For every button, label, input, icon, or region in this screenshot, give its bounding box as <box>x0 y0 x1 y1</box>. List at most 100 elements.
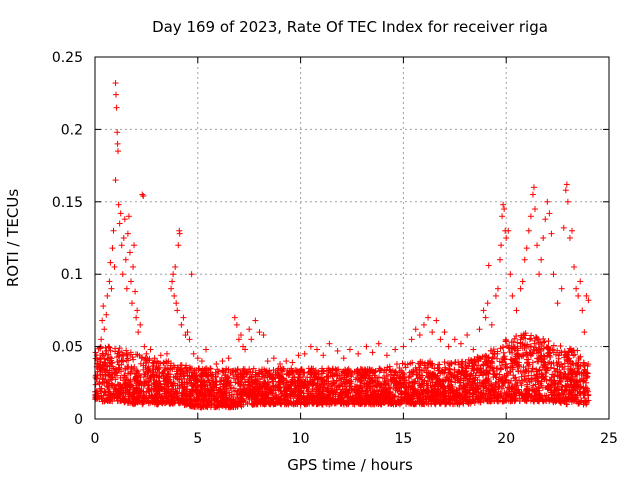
data-point <box>105 371 112 378</box>
data-point <box>114 370 121 377</box>
data-point <box>314 346 321 353</box>
data-point <box>558 285 565 292</box>
data-point <box>420 321 427 328</box>
data-point <box>369 349 376 356</box>
data-point <box>573 285 580 292</box>
data-point <box>119 271 126 278</box>
data-point <box>470 346 477 353</box>
grid <box>95 57 609 419</box>
data-point <box>104 363 111 370</box>
data-point <box>125 213 132 220</box>
data-point <box>264 358 271 365</box>
data-point <box>492 292 499 299</box>
data-point <box>120 352 127 359</box>
data-point <box>92 372 99 379</box>
data-point <box>107 391 114 398</box>
data-point <box>488 321 495 328</box>
data-point <box>447 366 454 373</box>
data-point <box>579 307 586 314</box>
data-point <box>521 256 528 263</box>
data-point <box>497 366 504 373</box>
data-point <box>527 213 534 220</box>
data-point <box>137 321 144 328</box>
data-point <box>564 198 571 205</box>
data-point <box>124 230 131 237</box>
data-point <box>451 336 458 343</box>
data-point <box>529 191 536 198</box>
data-point <box>519 278 526 285</box>
data-point <box>106 367 113 374</box>
data-point <box>503 235 510 241</box>
data-point <box>171 292 178 299</box>
data-point <box>188 271 195 278</box>
data-point <box>96 396 103 403</box>
data-point <box>114 358 121 365</box>
data-point <box>126 392 133 399</box>
x-tick-label: 5 <box>193 431 202 447</box>
data-point <box>476 326 483 333</box>
data-point <box>233 321 240 328</box>
data-point <box>289 359 296 366</box>
data-point <box>147 346 154 353</box>
data-point <box>118 368 125 375</box>
data-point <box>116 220 123 227</box>
data-point <box>120 235 127 241</box>
data-point <box>118 357 125 364</box>
data-point <box>101 326 108 333</box>
data-point <box>143 350 150 357</box>
data-point <box>126 249 133 256</box>
data-point <box>190 350 197 357</box>
data-point <box>100 303 107 310</box>
data-point <box>198 358 205 365</box>
data-point <box>112 177 119 184</box>
data-point <box>408 336 415 343</box>
data-point <box>252 317 259 324</box>
data-point <box>99 371 106 378</box>
data-point <box>121 374 128 381</box>
data-point <box>135 329 142 336</box>
data-point <box>96 344 103 351</box>
data-point <box>105 351 112 358</box>
data-point <box>112 80 119 87</box>
data-point <box>133 314 140 321</box>
data-point <box>96 385 103 392</box>
data-point <box>92 381 99 388</box>
data-point <box>513 332 520 339</box>
data-point <box>115 148 122 155</box>
data-point <box>186 336 193 343</box>
data-point <box>109 245 116 252</box>
data-point <box>544 198 551 205</box>
data-point <box>115 348 122 355</box>
data-point <box>441 329 448 336</box>
data-point <box>113 104 120 111</box>
data-point <box>131 242 138 249</box>
data-point <box>194 355 201 362</box>
data-point <box>320 352 327 359</box>
data-point <box>550 342 557 349</box>
data-point <box>538 256 545 263</box>
data-point <box>416 332 423 339</box>
data-point <box>550 271 557 278</box>
data-point <box>400 343 407 350</box>
chart-title: Day 169 of 2023, Rate Of TEC Index for r… <box>152 18 548 36</box>
data-point <box>180 314 187 321</box>
data-point <box>174 307 181 314</box>
data-point <box>122 256 129 263</box>
data-point <box>566 235 573 241</box>
data-point <box>163 350 170 357</box>
data-point <box>340 355 347 362</box>
data-point <box>104 383 111 390</box>
data-point <box>172 263 179 270</box>
data-point <box>170 271 177 278</box>
data-point <box>307 343 314 350</box>
data-point <box>536 271 543 278</box>
data-point <box>129 300 136 307</box>
data-point <box>464 332 471 339</box>
data-point <box>101 379 108 386</box>
data-point <box>433 317 440 324</box>
data-point <box>117 210 124 217</box>
data-point <box>557 343 564 350</box>
data-point <box>97 358 104 365</box>
data-point <box>513 307 520 314</box>
data-point <box>108 392 115 399</box>
